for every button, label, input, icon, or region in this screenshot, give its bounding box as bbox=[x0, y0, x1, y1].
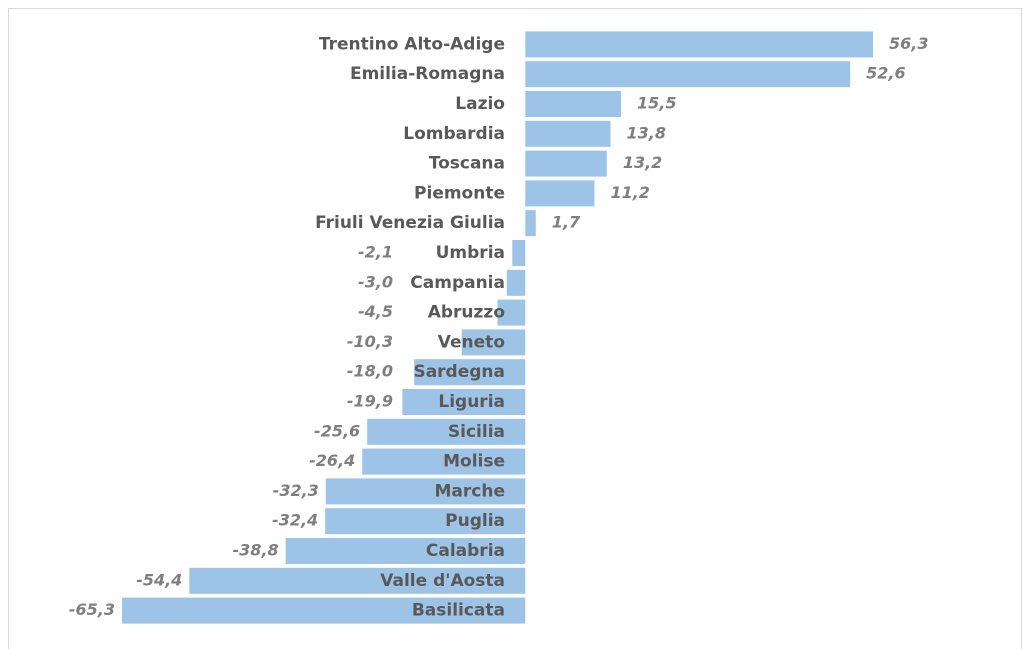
category-label: Veneto bbox=[438, 332, 505, 352]
bar bbox=[189, 567, 526, 594]
bar bbox=[525, 150, 607, 177]
category-label: Friuli Venezia Giulia bbox=[315, 213, 505, 233]
category-label: Molise bbox=[443, 452, 505, 472]
category-label: Basilicata bbox=[412, 601, 505, 621]
bar bbox=[122, 597, 526, 624]
value-label: -3,0 bbox=[358, 272, 393, 291]
category-label: Sardegna bbox=[413, 362, 505, 382]
bar bbox=[414, 359, 526, 386]
bar bbox=[497, 299, 526, 326]
value-label: -54,4 bbox=[136, 570, 182, 589]
value-label: -32,3 bbox=[273, 481, 319, 500]
category-label: Liguria bbox=[438, 392, 505, 412]
category-label: Calabria bbox=[426, 541, 505, 561]
value-label: -2,1 bbox=[358, 243, 393, 262]
value-label: -10,3 bbox=[347, 332, 393, 351]
bar bbox=[285, 538, 526, 564]
category-label: Abruzzo bbox=[428, 303, 505, 323]
value-label: -4,5 bbox=[358, 302, 393, 321]
bar bbox=[512, 240, 526, 266]
bar bbox=[325, 508, 526, 535]
value-label: -38,8 bbox=[233, 541, 279, 560]
chart-frame bbox=[8, 8, 1022, 649]
category-label: Toscana bbox=[429, 154, 505, 174]
value-label: 11,2 bbox=[610, 183, 649, 202]
category-label: Lombardia bbox=[403, 124, 505, 144]
bar bbox=[525, 180, 595, 207]
value-label: 15,5 bbox=[637, 94, 676, 113]
category-label: Lazio bbox=[455, 94, 505, 114]
value-label: 52,6 bbox=[866, 64, 905, 83]
value-label: 56,3 bbox=[889, 34, 928, 53]
category-label: Campania bbox=[410, 273, 505, 293]
category-label: Trentino Alto-Adige bbox=[319, 34, 505, 54]
value-label: -19,9 bbox=[347, 392, 393, 411]
category-label: Valle d'Aosta bbox=[380, 571, 505, 591]
bar bbox=[402, 389, 526, 415]
bar bbox=[525, 120, 611, 147]
bar bbox=[362, 448, 526, 475]
bar bbox=[525, 91, 622, 117]
category-label: Puglia bbox=[445, 511, 505, 531]
bar bbox=[506, 269, 526, 296]
bar bbox=[461, 329, 526, 356]
category-label: Umbria bbox=[436, 243, 505, 263]
value-label: 1,7 bbox=[552, 213, 581, 232]
bar bbox=[367, 418, 526, 445]
bar bbox=[525, 31, 873, 58]
category-label: Emilia-Romagna bbox=[350, 64, 505, 84]
value-label: -25,6 bbox=[314, 421, 360, 440]
value-label: -18,0 bbox=[347, 362, 393, 381]
value-label: -65,3 bbox=[69, 600, 115, 619]
value-label: 13,2 bbox=[623, 153, 662, 172]
value-label: -32,4 bbox=[272, 511, 318, 530]
value-label: 13,8 bbox=[627, 123, 666, 142]
category-label: Marche bbox=[435, 481, 505, 501]
bar bbox=[325, 478, 526, 505]
category-label: Piemonte bbox=[414, 183, 505, 203]
bar bbox=[525, 210, 536, 237]
value-label: -26,4 bbox=[309, 451, 355, 470]
category-label: Sicilia bbox=[448, 422, 505, 442]
bar bbox=[525, 61, 851, 88]
